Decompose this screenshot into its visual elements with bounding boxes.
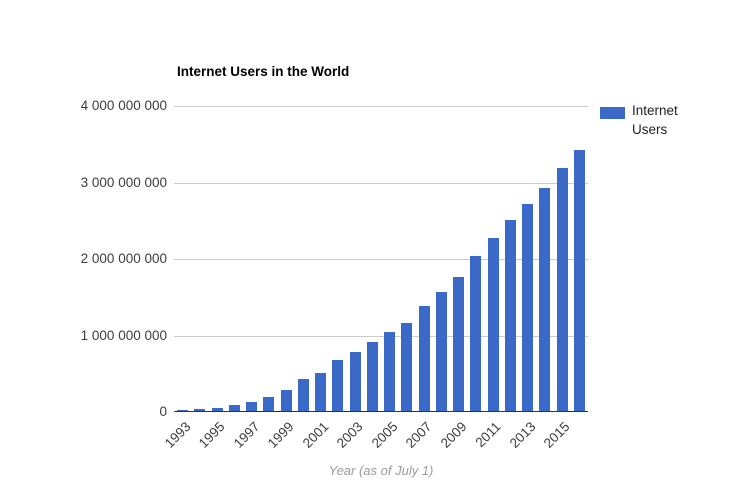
bar-2012[interactable] <box>504 219 516 411</box>
bar-2001[interactable] <box>315 372 327 411</box>
bars-container <box>174 106 588 411</box>
bar-1994[interactable] <box>194 409 206 411</box>
plot-area <box>174 106 588 412</box>
bar-2008[interactable] <box>435 291 447 411</box>
chart-title: Internet Users in the World <box>177 64 350 79</box>
bar-2007[interactable] <box>418 306 430 411</box>
bar-1999[interactable] <box>280 389 292 411</box>
x-axis-title: Year (as of July 1) <box>328 463 434 478</box>
bar-2013[interactable] <box>522 204 534 411</box>
gridline <box>174 106 588 107</box>
bar-2005[interactable] <box>384 332 396 411</box>
bar-1996[interactable] <box>228 405 240 411</box>
bar-2004[interactable] <box>366 341 378 411</box>
bar-2009[interactable] <box>453 277 465 411</box>
gridline <box>174 335 588 337</box>
y-tick-label: 1 000 000 000 <box>80 327 167 343</box>
legend-swatch-internet-users <box>600 107 625 119</box>
bar-2000[interactable] <box>297 379 309 411</box>
x-axis-line <box>174 411 588 412</box>
bar-2016[interactable] <box>573 149 585 411</box>
bar-2006[interactable] <box>401 322 413 411</box>
y-tick-label: 0 <box>159 404 167 419</box>
bar-1993[interactable] <box>177 409 189 411</box>
bar-2014[interactable] <box>539 187 551 411</box>
bar-1998[interactable] <box>263 396 275 411</box>
y-tick-label: 2 000 000 000 <box>80 251 167 266</box>
gridline <box>174 182 588 184</box>
bar-1997[interactable] <box>246 401 258 411</box>
bar-2011[interactable] <box>487 237 499 411</box>
bar-2010[interactable] <box>470 255 482 411</box>
bar-1995[interactable] <box>211 407 223 411</box>
bar-2002[interactable] <box>332 360 344 411</box>
bar-2015[interactable] <box>556 168 568 411</box>
gridline <box>174 259 588 260</box>
y-tick-label: 4 000 000 000 <box>80 98 167 113</box>
legend-label: Internet Users <box>632 103 678 137</box>
bar-2003[interactable] <box>349 351 361 411</box>
y-tick-label: 3 000 000 000 <box>80 174 167 190</box>
